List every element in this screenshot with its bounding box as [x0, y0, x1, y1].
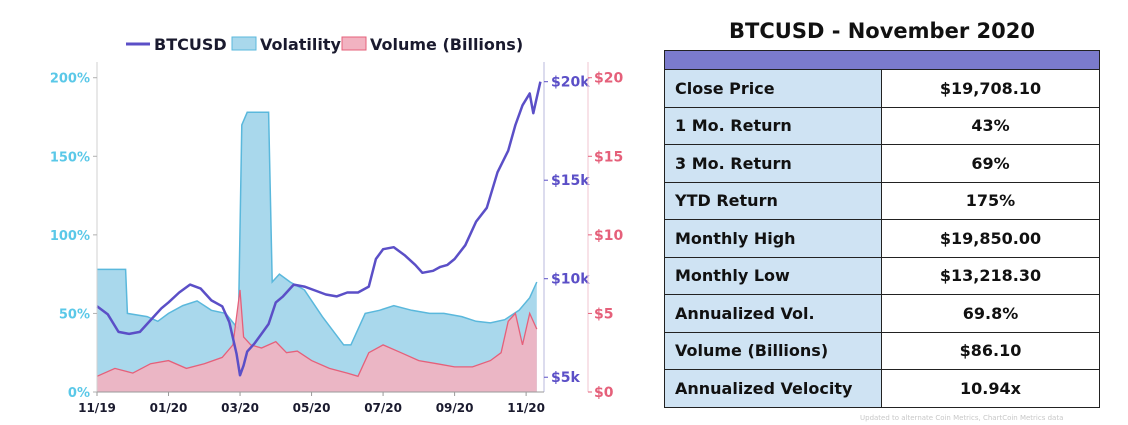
- x-axis-tick-label: 09/20: [436, 401, 474, 415]
- stat-label: Annualized Vol.: [664, 294, 882, 333]
- table-row: Monthly Low $13,218.30: [664, 256, 1100, 295]
- stat-value: 69.8%: [881, 294, 1100, 333]
- price-axis-tick-label: $10k: [551, 272, 590, 288]
- x-axis-tick-label: 01/20: [150, 401, 188, 415]
- legend-swatch-volatility: [231, 36, 257, 51]
- stat-label: YTD Return: [664, 181, 882, 220]
- volume-area: [97, 289, 537, 392]
- price-axis-tick-label: $5k: [551, 370, 580, 386]
- stat-label: Monthly Low: [664, 256, 882, 295]
- table-row: YTD Return 175%: [664, 181, 1100, 220]
- stat-label: 1 Mo. Return: [664, 106, 882, 145]
- table-row: Volume (Billions) $86.10: [664, 331, 1100, 370]
- stat-value: 10.94x: [881, 369, 1100, 408]
- volatility-area: [97, 112, 537, 393]
- price-line: [96, 81, 542, 377]
- left-axis-tick-label: 200%: [50, 72, 90, 87]
- table-row: Monthly High $19,850.00: [664, 219, 1100, 258]
- stat-label: Monthly High: [664, 219, 882, 258]
- volume-axis-tick-label: $0: [594, 385, 614, 401]
- legend-label-price: BTCUSD: [154, 35, 227, 54]
- stat-label: Annualized Velocity: [664, 369, 882, 408]
- plot-area: [96, 81, 542, 393]
- volume-axis-tick-label: $15: [594, 149, 623, 165]
- table-title: BTCUSD - November 2020: [729, 19, 1035, 43]
- left-axis-tick-label: 50%: [59, 307, 90, 322]
- volume-axis-tick-label: $20: [594, 71, 623, 87]
- left-axis-tick-label: 0%: [68, 386, 90, 401]
- legend-label-volume: Volume (Billions): [370, 35, 523, 54]
- stat-value: $19,708.10: [881, 69, 1100, 108]
- stat-value: 69%: [881, 144, 1100, 183]
- volume-axis-tick-label: $10: [594, 228, 623, 244]
- stats-table: Close Price $19,708.10 1 Mo. Return 43% 3 Mo…: [664, 69, 1100, 408]
- stat-label: Volume (Billions): [664, 331, 882, 370]
- chart-legend: BTCUSD Volatility Volume (Billions): [126, 35, 523, 54]
- legend-label-volatility: Volatility: [260, 35, 342, 54]
- x-axis-tick-label: 11/19: [78, 401, 116, 415]
- price-axis-tick-label: $20k: [551, 75, 590, 91]
- stat-value: 43%: [881, 106, 1100, 145]
- table-header-band: [664, 50, 1100, 69]
- x-axis-tick-label: 07/20: [364, 401, 402, 415]
- x-axis-tick-label: 05/20: [293, 401, 331, 415]
- stat-label: Close Price: [664, 69, 882, 108]
- stat-value: $86.10: [881, 331, 1100, 370]
- chart-axes: 0% 50% 100% 150% 200% $5k $10k $15k $20k $0 $5 $10 $…: [50, 62, 623, 415]
- stat-label: 3 Mo. Return: [664, 144, 882, 183]
- stats-panel: BTCUSD - November 2020 Close Price $19,70…: [664, 18, 1100, 408]
- table-row: Annualized Vol. 69.8%: [664, 294, 1100, 333]
- stat-value: $19,850.00: [881, 219, 1100, 258]
- table-row: Close Price $19,708.10: [664, 69, 1100, 108]
- left-axis-tick-label: 150%: [50, 150, 90, 165]
- table-row: Annualized Velocity 10.94x: [664, 369, 1100, 408]
- btc-chart: BTCUSD Volatility Volume (Billions) 0% 50…: [50, 35, 624, 415]
- source-footnote: Updated to alternate Coin Metrics, Chart…: [860, 414, 1064, 422]
- x-axis-tick-label: 03/20: [221, 401, 259, 415]
- price-axis-tick-label: $15k: [551, 173, 590, 189]
- stat-value: $13,218.30: [881, 256, 1100, 295]
- stat-value: 175%: [881, 181, 1100, 220]
- legend-swatch-volume: [341, 36, 367, 51]
- left-axis-tick-label: 100%: [50, 229, 90, 244]
- table-row: 3 Mo. Return 69%: [664, 144, 1100, 183]
- volume-axis-tick-label: $5: [594, 306, 613, 322]
- table-row: 1 Mo. Return 43%: [664, 106, 1100, 145]
- x-axis-tick-label: 11/20: [507, 401, 545, 415]
- volume-line: [96, 289, 538, 378]
